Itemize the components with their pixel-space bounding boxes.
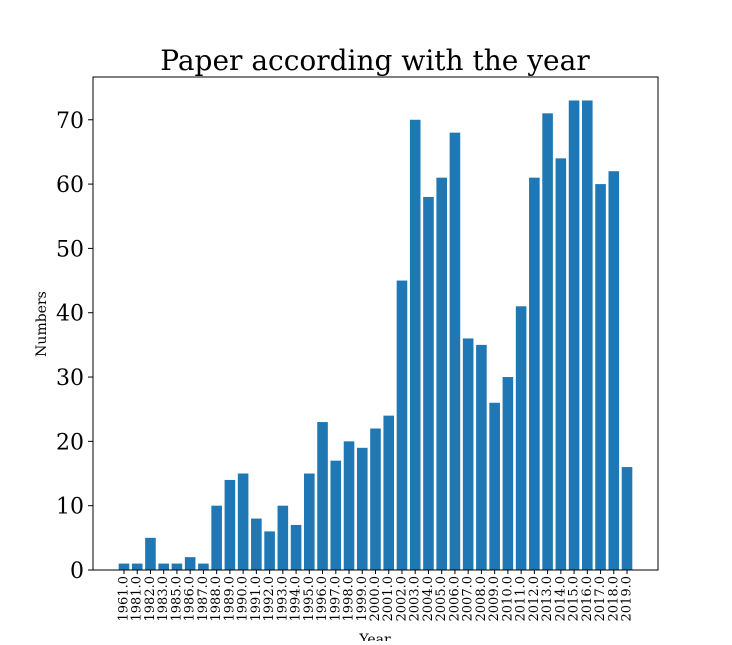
x-tick-label: 2003.0 bbox=[408, 576, 423, 622]
x-tick-label: 1999.0 bbox=[355, 576, 370, 622]
y-tick-label: 70 bbox=[56, 109, 84, 134]
x-tick-label: 2019.0 bbox=[620, 576, 635, 622]
bar-1961.0 bbox=[118, 563, 130, 570]
x-tick-label: 1985.0 bbox=[169, 576, 184, 622]
bar-1982.0 bbox=[145, 537, 156, 570]
x-tick-label: 1987.0 bbox=[196, 576, 211, 622]
x-tick-label: 2016.0 bbox=[580, 576, 595, 622]
x-tick-label: 1994.0 bbox=[289, 576, 304, 622]
chart-title: Paper according with the year bbox=[160, 44, 590, 77]
bar-1990.0 bbox=[237, 473, 249, 570]
x-tick-label: 1995.0 bbox=[302, 576, 317, 622]
bar-2007.0 bbox=[462, 338, 474, 570]
bar-1995.0 bbox=[304, 473, 315, 570]
y-tick-label: 10 bbox=[56, 495, 84, 520]
bar-2001.0 bbox=[383, 415, 395, 570]
bar-2016.0 bbox=[582, 100, 593, 570]
x-tick-label: 1992.0 bbox=[262, 576, 277, 622]
bar-1991.0 bbox=[251, 518, 262, 570]
bar-2008.0 bbox=[476, 344, 487, 570]
x-tick-label: 2000.0 bbox=[368, 576, 383, 622]
y-tick-label: 20 bbox=[56, 430, 84, 455]
x-tick-label: 1988.0 bbox=[209, 576, 224, 622]
bar-2006.0 bbox=[449, 132, 461, 570]
bar-1998.0 bbox=[343, 441, 355, 570]
bar-1999.0 bbox=[356, 447, 368, 570]
y-tick-label: 40 bbox=[56, 302, 84, 327]
y-tick-label: 60 bbox=[56, 173, 84, 198]
x-tick-label: 1989.0 bbox=[222, 576, 237, 622]
x-tick-label: 2010.0 bbox=[500, 576, 515, 622]
x-tick-label: 1993.0 bbox=[275, 576, 290, 622]
bar-1989.0 bbox=[224, 479, 236, 570]
x-tick-label: 1986.0 bbox=[183, 576, 198, 622]
x-axis-ticks: 1961.01981.01982.01983.01985.01986.01987… bbox=[116, 570, 635, 622]
y-tick-label: 30 bbox=[56, 366, 84, 391]
x-tick-label: 2006.0 bbox=[447, 576, 462, 622]
bar-2017.0 bbox=[595, 184, 606, 570]
bar-2003.0 bbox=[409, 119, 421, 571]
plot-frame bbox=[92, 76, 659, 571]
y-tick-label: 50 bbox=[56, 237, 84, 262]
bar-1986.0 bbox=[184, 557, 196, 570]
x-tick-label: 1998.0 bbox=[342, 576, 357, 622]
bar-2019.0 bbox=[621, 467, 633, 570]
bar-1997.0 bbox=[330, 460, 342, 570]
y-axis-label: Numbers bbox=[34, 291, 50, 357]
bar-2009.0 bbox=[489, 402, 500, 570]
bar-2005.0 bbox=[436, 177, 447, 570]
bar-1985.0 bbox=[171, 563, 183, 570]
x-tick-label: 2011.0 bbox=[514, 576, 529, 622]
bar-1994.0 bbox=[290, 524, 302, 570]
x-tick-label: 2012.0 bbox=[527, 576, 542, 622]
x-tick-label: 1961.0 bbox=[116, 576, 131, 622]
x-tick-label: 2002.0 bbox=[394, 576, 409, 622]
bar-2010.0 bbox=[502, 377, 514, 570]
y-tick-label: 0 bbox=[70, 559, 84, 584]
bar-2011.0 bbox=[515, 306, 527, 570]
bar-1983.0 bbox=[158, 563, 169, 570]
x-tick-label: 2001.0 bbox=[381, 576, 396, 622]
x-tick-label: 1982.0 bbox=[143, 576, 158, 622]
bars-group bbox=[118, 100, 633, 571]
bar-2002.0 bbox=[396, 280, 408, 570]
bar-1987.0 bbox=[198, 563, 209, 570]
x-tick-label: 2005.0 bbox=[434, 576, 449, 622]
bar-1993.0 bbox=[277, 505, 289, 570]
x-tick-label: 2004.0 bbox=[421, 576, 436, 622]
bar-1996.0 bbox=[317, 422, 328, 570]
x-tick-label: 2007.0 bbox=[461, 576, 476, 622]
y-axis-ticks: 0 10 20 30 40 50 60 70 bbox=[56, 109, 93, 584]
x-tick-label: 2008.0 bbox=[474, 576, 489, 622]
x-tick-label: 1983.0 bbox=[156, 576, 171, 622]
bar-2012.0 bbox=[529, 177, 540, 570]
x-tick-label: 1991.0 bbox=[249, 576, 264, 622]
x-axis-label: Year bbox=[358, 632, 391, 641]
x-tick-label: 2018.0 bbox=[606, 576, 621, 622]
x-tick-label: 2014.0 bbox=[553, 576, 568, 622]
x-tick-label: 1981.0 bbox=[130, 576, 145, 622]
x-tick-label: 1990.0 bbox=[236, 576, 251, 622]
x-tick-label: 2017.0 bbox=[593, 576, 608, 622]
bar-2004.0 bbox=[423, 196, 434, 570]
x-tick-label: 1997.0 bbox=[328, 576, 343, 622]
bar-2013.0 bbox=[542, 113, 553, 570]
x-tick-label: 2009.0 bbox=[487, 576, 502, 622]
x-tick-label: 2013.0 bbox=[540, 576, 555, 622]
bar-1992.0 bbox=[264, 531, 275, 570]
x-tick-label: 1996.0 bbox=[315, 576, 330, 622]
bar-1988.0 bbox=[211, 505, 222, 570]
bar-2018.0 bbox=[608, 171, 620, 571]
x-tick-label: 2015.0 bbox=[567, 576, 582, 622]
bar-1981.0 bbox=[131, 563, 143, 570]
bar-2000.0 bbox=[370, 428, 381, 570]
bar-2014.0 bbox=[555, 158, 567, 571]
bar-2015.0 bbox=[568, 100, 580, 570]
